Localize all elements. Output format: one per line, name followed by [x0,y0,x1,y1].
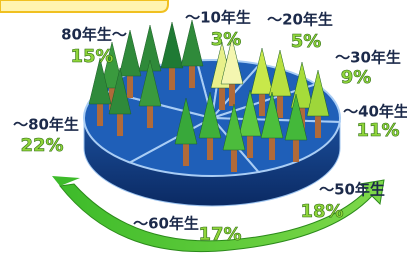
category-label: ～30年生 [335,49,401,67]
category-label: ～20年生 [267,11,333,29]
category-label: ～10年生 [185,9,251,27]
value-label: 15% [70,46,113,67]
category-label: ～80年生 [13,116,79,134]
category-label: ～40年生 [343,103,407,121]
value-label: 18% [300,201,343,222]
tree-crown [181,20,203,66]
category-label: 80年生～ [61,26,127,44]
value-label: 3% [211,29,242,50]
value-label: 5% [291,31,322,52]
value-label: 11% [356,120,399,141]
value-label: 17% [198,224,241,245]
tree-crown [161,22,183,68]
chart: ～10年生 3% ～20年生 5% ～30年生9% ～40年生11% ～50年生 18% ～60… [0,0,407,257]
value-label: 22% [20,135,63,156]
category-label: ～50年生 [319,181,385,199]
value-label: 9% [341,67,372,88]
title-box [0,0,168,12]
category-label: ～60年生 [133,215,199,233]
arrow-head [52,176,80,186]
